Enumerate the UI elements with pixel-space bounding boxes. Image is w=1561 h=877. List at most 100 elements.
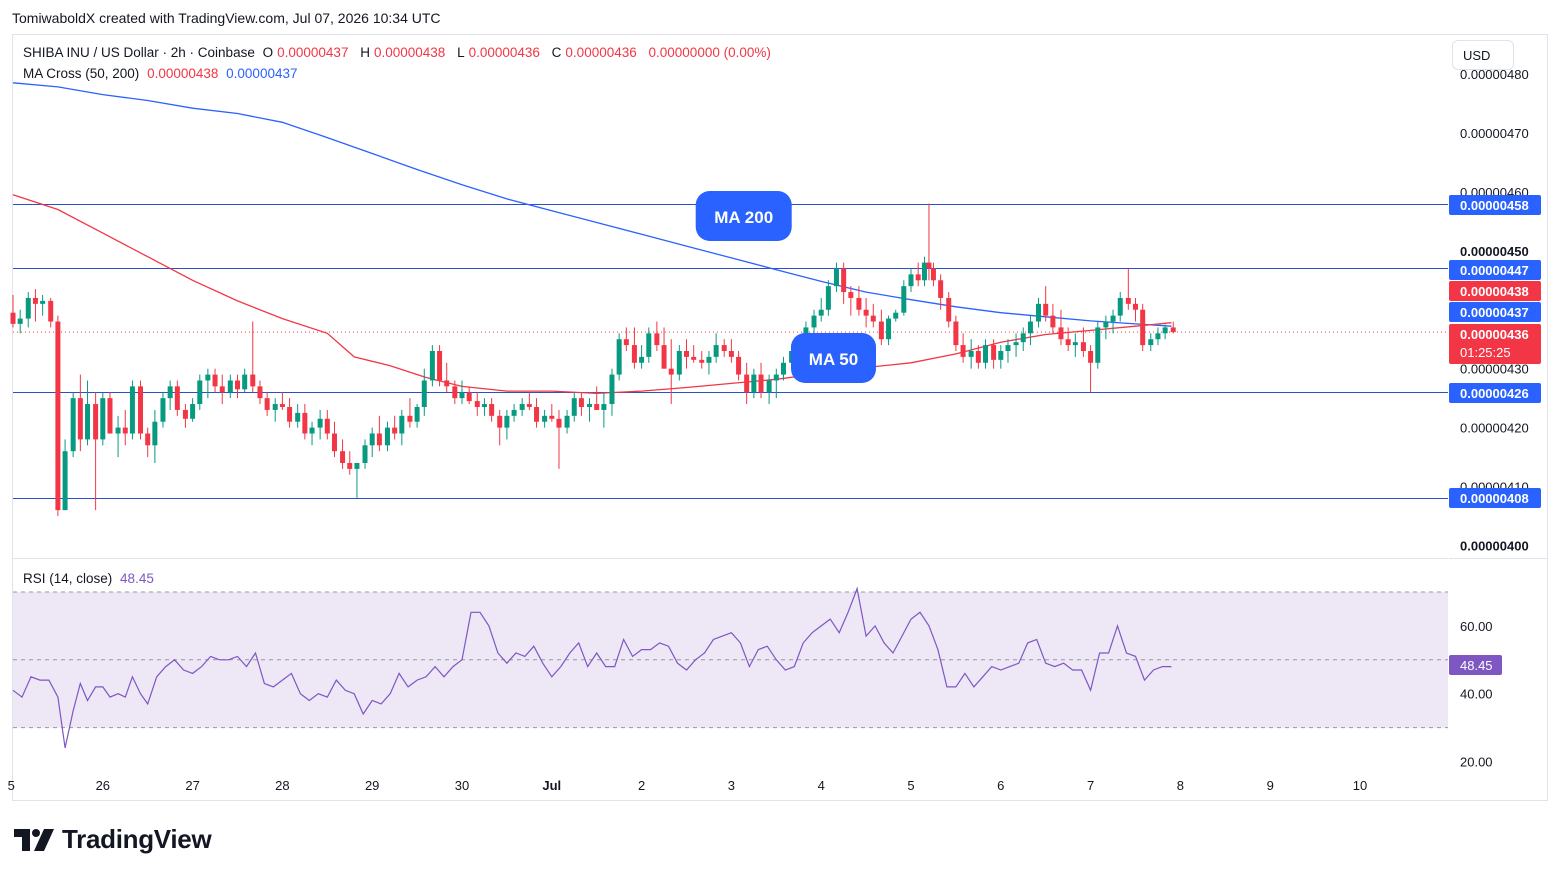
- candle: [392, 415, 398, 440]
- candle: [654, 321, 660, 351]
- candle-body: [1050, 315, 1056, 328]
- candle: [841, 262, 847, 304]
- candle-body: [466, 392, 472, 402]
- price-tag-bg: [1449, 302, 1541, 322]
- candle: [893, 309, 899, 322]
- candle: [908, 268, 914, 293]
- candle: [340, 439, 346, 469]
- rsi-title: RSI (14, close): [23, 571, 113, 586]
- annotation-ma-50: MA 50: [791, 333, 877, 383]
- candle: [780, 356, 786, 381]
- candle-body: [474, 401, 480, 407]
- candle-body: [235, 380, 240, 390]
- symbol-title[interactable]: SHIBA INU / US Dollar · 2h · Coinbase: [23, 45, 255, 60]
- candle: [93, 392, 99, 511]
- candle: [190, 398, 196, 422]
- candle-body: [295, 412, 301, 422]
- candle-body: [736, 356, 742, 375]
- candle: [1088, 345, 1094, 393]
- candle: [317, 409, 323, 440]
- candle-body: [160, 398, 166, 422]
- candle: [152, 409, 158, 463]
- candle: [975, 345, 981, 369]
- candle-body: [1162, 327, 1168, 334]
- rsi-line: [12, 586, 1172, 749]
- candle: [1072, 333, 1078, 357]
- candle: [549, 404, 555, 422]
- candle: [414, 404, 420, 428]
- candle: [736, 350, 742, 381]
- candle-body: [991, 345, 997, 360]
- candle: [713, 333, 719, 363]
- ma-cross-title: MA Cross (50, 200): [23, 66, 140, 81]
- candle: [174, 380, 180, 416]
- candle: [295, 404, 301, 428]
- candle-body: [331, 433, 337, 452]
- candle-body: [901, 286, 907, 313]
- candle: [272, 398, 278, 422]
- candle: [1148, 333, 1154, 351]
- candle-body: [421, 380, 427, 407]
- candle-body: [145, 433, 151, 446]
- candle-body: [578, 398, 584, 407]
- price-tag-0.00000437: 0.00000437: [1449, 302, 1541, 322]
- candle-body: [324, 418, 330, 434]
- candle-body: [354, 462, 360, 469]
- price-tag-0.00000438: 0.00000438: [1449, 281, 1541, 301]
- candle-body: [915, 274, 921, 281]
- candle-body: [841, 268, 847, 293]
- candle-body: [10, 312, 16, 324]
- candle: [1043, 286, 1049, 322]
- ma-legend[interactable]: MA Cross (50, 200) 0.00000438 0.00000437: [23, 66, 301, 81]
- rsi-legend[interactable]: RSI (14, close) 48.45: [23, 571, 158, 586]
- candle-body: [646, 333, 652, 357]
- candle-body: [758, 374, 764, 393]
- candle-body: [1036, 303, 1042, 322]
- price-tag-bg: [1449, 488, 1541, 508]
- candle-body: [856, 297, 862, 310]
- candle-body: [571, 398, 577, 416]
- candle-body: [728, 350, 734, 357]
- tradingview-logo[interactable]: TradingView: [14, 824, 212, 855]
- candle-body: [848, 292, 854, 298]
- candle-body: [706, 356, 712, 363]
- currency-button[interactable]: USD: [1452, 40, 1514, 70]
- candle-body: [893, 312, 899, 319]
- candle-body: [407, 415, 413, 422]
- candle: [1117, 292, 1123, 322]
- candle-body: [1088, 350, 1094, 363]
- candle-body: [1027, 321, 1033, 334]
- annotation-bubble: [791, 333, 877, 383]
- candle: [639, 345, 645, 369]
- candle-body: [511, 409, 517, 416]
- candle-body: [676, 350, 682, 375]
- candle: [407, 398, 413, 428]
- candle: [886, 315, 892, 346]
- ohlc-open: O 0.00000437: [262, 45, 349, 60]
- candle-body: [392, 427, 398, 434]
- candle: [17, 309, 23, 334]
- price-tag-bg: [1449, 195, 1541, 215]
- price-tag-0.00000436: 0.00000436 01:25:25: [1449, 324, 1541, 364]
- candle: [594, 386, 600, 410]
- price-axis-tick: 0.00000480: [1460, 67, 1529, 82]
- candle: [384, 421, 390, 452]
- candle: [399, 409, 405, 446]
- candle: [331, 421, 337, 458]
- candle: [564, 409, 570, 434]
- candle-body: [766, 380, 772, 393]
- candle-body: [594, 404, 600, 410]
- candle: [706, 350, 712, 375]
- candle-body: [886, 318, 892, 340]
- candle-body: [526, 404, 532, 407]
- candle-body: [279, 404, 285, 407]
- price-tag-countdown: 01:25:25: [1460, 345, 1511, 360]
- candle: [324, 409, 330, 440]
- candle: [167, 380, 173, 410]
- candle: [1005, 339, 1011, 363]
- candle-body: [77, 398, 83, 440]
- rsi-tag-bg: [1449, 655, 1502, 676]
- candle-body: [100, 398, 106, 440]
